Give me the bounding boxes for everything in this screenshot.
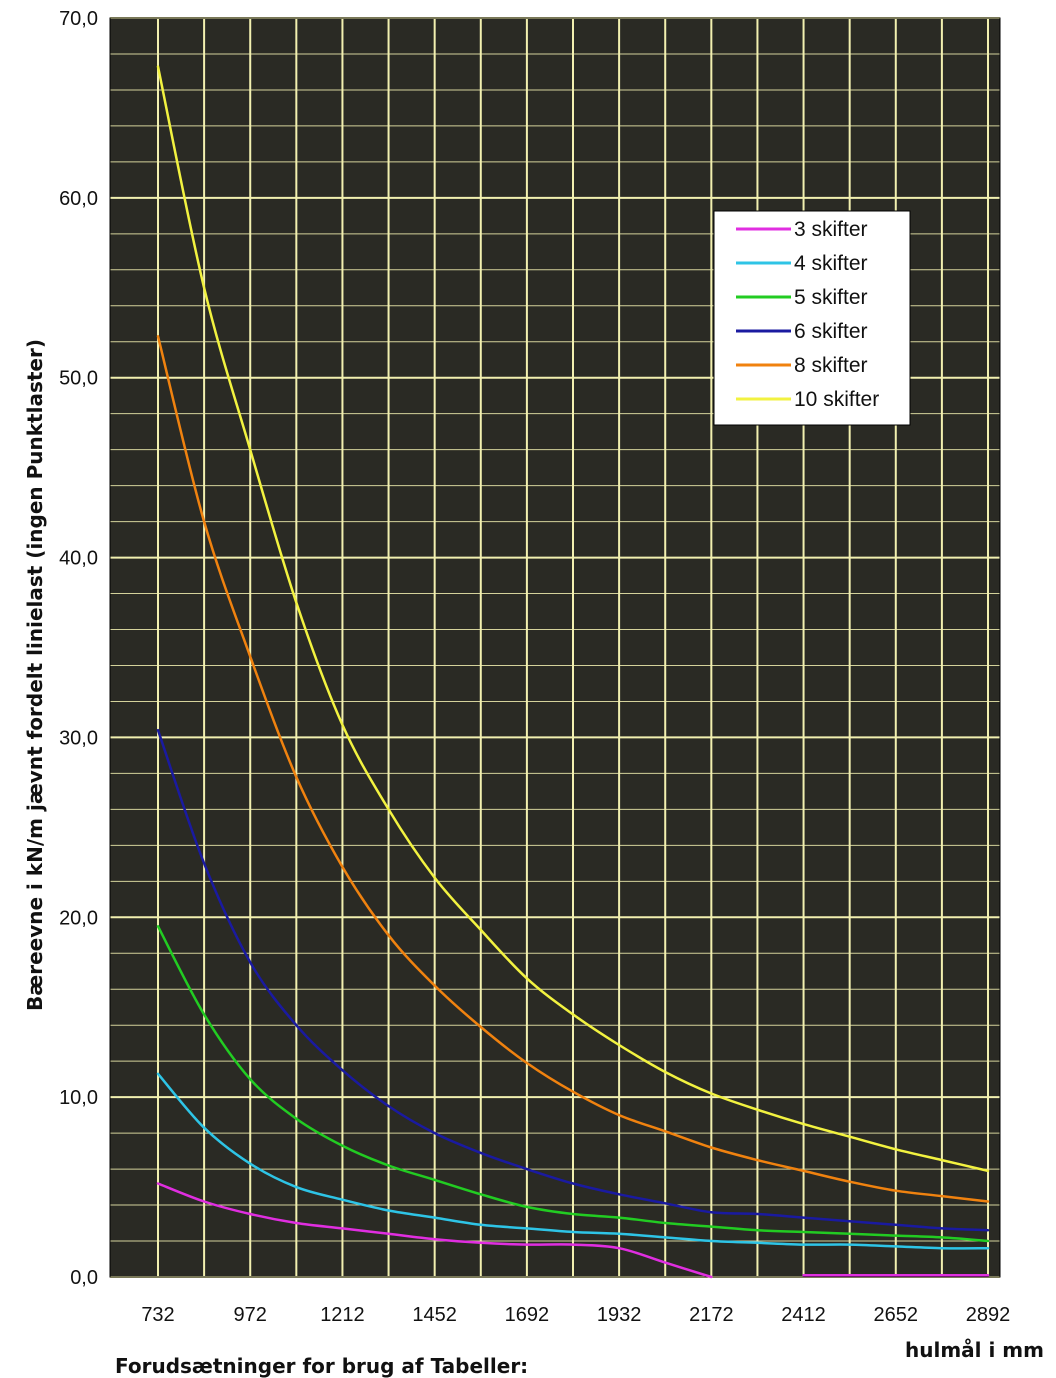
y-tick-label: 50,0	[59, 368, 98, 390]
y-axis-ticks: 0,0 10,0 20,0 30,0 40,0 50,0 60,0 70,0	[59, 8, 98, 1289]
x-axis-label: hulmål i mm	[905, 1338, 1044, 1362]
series-line	[156, 65, 990, 1173]
x-tick-label: 1692	[505, 1304, 550, 1326]
x-tick-label: 732	[141, 1304, 174, 1326]
y-tick-label: 0,0	[70, 1267, 98, 1289]
legend-label: 6 skifter	[794, 320, 868, 343]
x-tick-label: 1212	[320, 1304, 365, 1326]
x-tick-label: 1932	[597, 1304, 642, 1326]
y-axis-label: Bæreevne i kN/m jævnt fordelt linielast …	[23, 339, 47, 1011]
series-line	[156, 1182, 713, 1279]
series-layer	[156, 65, 990, 1279]
legend-label: 8 skifter	[794, 354, 868, 377]
legend-label: 4 skifter	[794, 252, 868, 275]
y-tick-label: 60,0	[59, 188, 98, 210]
x-tick-label: 2172	[689, 1304, 734, 1326]
series-line	[156, 1072, 990, 1250]
x-tick-label: 1452	[412, 1304, 457, 1326]
legend-label: 5 skifter	[794, 286, 868, 309]
series-line	[156, 335, 990, 1203]
major-grid	[109, 17, 1001, 1278]
x-tick-label: 972	[234, 1304, 267, 1326]
x-axis-ticks: 732 972 1212 1452 1692 1932 2172 2412 2652 2892	[141, 1304, 1010, 1326]
y-tick-label: 10,0	[59, 1087, 98, 1109]
x-tick-label: 2652	[874, 1304, 919, 1326]
legend: 3 skifter 4 skifter 5 skifter 6 skifter 8 sk…	[713, 210, 911, 426]
y-tick-label: 30,0	[59, 727, 98, 749]
plot-border	[109, 17, 1001, 1278]
series-line	[156, 728, 990, 1232]
legend-label: 3 skifter	[794, 218, 868, 241]
plot-area	[110, 18, 1000, 1277]
y-tick-label: 20,0	[59, 907, 98, 929]
series-line	[156, 925, 990, 1243]
legend-label: 10 skifter	[794, 388, 879, 411]
y-tick-label: 40,0	[59, 548, 98, 570]
legend-box	[713, 210, 911, 426]
footnote: Forudsætninger for brug af Tabeller:	[115, 1354, 529, 1378]
x-tick-label: 2412	[781, 1304, 826, 1326]
y-tick-label: 70,0	[59, 8, 98, 30]
x-tick-label: 2892	[966, 1304, 1011, 1326]
